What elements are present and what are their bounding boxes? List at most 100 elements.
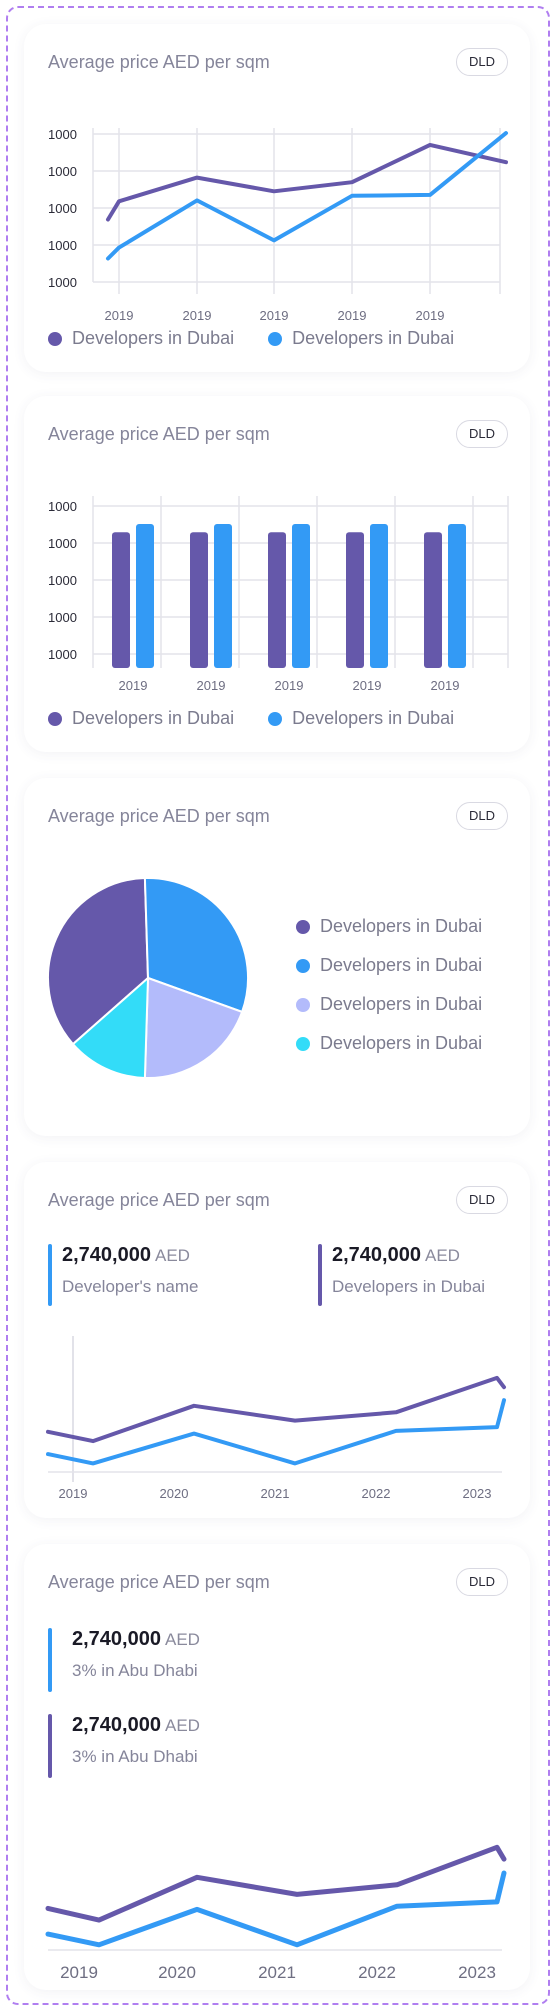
legend-label: Developers in Dubai bbox=[292, 708, 455, 728]
legend-dot bbox=[296, 1036, 310, 1051]
card-title: Average price AED per sqm bbox=[48, 1572, 270, 1592]
legend-item: Developers in Dubai bbox=[296, 916, 482, 937]
bar bbox=[292, 524, 310, 668]
dld-badge[interactable]: DLD bbox=[455, 802, 508, 830]
stat-value: 2,740,000 bbox=[72, 1628, 161, 1650]
legend-item: Developers in Dubai bbox=[48, 708, 234, 729]
y-tick-label: 1000 bbox=[48, 164, 77, 179]
legend-dot bbox=[296, 919, 310, 934]
series-line bbox=[45, 1870, 507, 1948]
stat-block: 2,740,000 AED Developer's name bbox=[48, 1244, 199, 1306]
bar bbox=[214, 524, 232, 668]
stat-color-bar bbox=[48, 1244, 52, 1306]
card-title: Average price AED per sqm bbox=[48, 52, 270, 72]
x-tick-label: 2019 bbox=[431, 678, 460, 693]
dld-badge[interactable]: DLD bbox=[455, 420, 508, 448]
stat-color-bar bbox=[318, 1244, 322, 1306]
x-tick-label: 2019 bbox=[197, 678, 226, 693]
pie-slice bbox=[143, 876, 250, 1014]
pie-slice bbox=[71, 975, 150, 1080]
legend-item: Developers in Dubai bbox=[296, 994, 482, 1015]
legend-dot bbox=[296, 997, 310, 1012]
pie-chart bbox=[46, 876, 250, 1080]
y-tick-label: 1000 bbox=[48, 499, 77, 514]
y-tick-label: 1000 bbox=[48, 647, 77, 662]
stat-value: 2,740,000 bbox=[72, 1714, 161, 1736]
stat-color-bar bbox=[48, 1628, 52, 1692]
stat-value: 2,740,000 bbox=[62, 1244, 151, 1266]
stat-block: 2,740,000 AED 3% in Abu Dhabi bbox=[48, 1714, 200, 1778]
y-tick-label: 1000 bbox=[48, 275, 77, 290]
stat-block: 2,740,000 AED Developers in Dubai bbox=[318, 1244, 486, 1306]
bar bbox=[190, 532, 208, 668]
y-tick-label: 1000 bbox=[48, 201, 77, 216]
x-tick-label: 2019 bbox=[105, 308, 134, 323]
x-tick-label: 2019 bbox=[260, 308, 289, 323]
legend-label: Developers in Dubai bbox=[72, 328, 235, 348]
stats-line-card: Average price AED per sqm DLD 2,740,000 A… bbox=[24, 1162, 530, 1518]
stat-label: Developer's name bbox=[62, 1277, 199, 1296]
y-tick-label: 1000 bbox=[48, 238, 77, 253]
stat-label: 3% in Abu Dhabi bbox=[72, 1747, 198, 1766]
legend-label: Developers in Dubai bbox=[72, 708, 235, 728]
legend-item: Developers in Dubai bbox=[296, 955, 482, 976]
bar bbox=[424, 532, 442, 668]
legend-dot bbox=[268, 331, 283, 346]
x-tick-label: 2019 bbox=[59, 1486, 88, 1501]
legend-dot bbox=[296, 958, 310, 973]
pie-legend: Developers in Dubai Developers in Dubai … bbox=[296, 916, 482, 1072]
bar bbox=[136, 524, 154, 668]
chart-legend: Developers in Dubai Developers in Dubai bbox=[48, 708, 454, 729]
stat-unit: AED bbox=[164, 1716, 200, 1735]
stat-unit: AED bbox=[164, 1630, 200, 1649]
x-tick-label: 2019 bbox=[353, 678, 382, 693]
legend-label: Developers in Dubai bbox=[320, 916, 483, 936]
stat-unit: AED bbox=[424, 1246, 460, 1265]
dld-badge[interactable]: DLD bbox=[455, 1186, 508, 1214]
pie-slice bbox=[46, 876, 150, 1046]
series-line bbox=[106, 142, 508, 222]
legend-label: Developers in Dubai bbox=[320, 955, 483, 975]
series-line bbox=[45, 1844, 507, 1923]
stat-block: 2,740,000 AED 3% in Abu Dhabi bbox=[48, 1628, 200, 1692]
legend-dot bbox=[48, 711, 62, 726]
dld-badge[interactable]: DLD bbox=[455, 48, 508, 76]
legend-dot bbox=[268, 711, 283, 726]
bar-chart: 1000 1000 1000 1000 1000 2019 2019 2019 2019 2019 bbox=[48, 496, 509, 693]
stat-color-bar bbox=[48, 1714, 52, 1778]
x-tick-label: 2019 bbox=[338, 308, 367, 323]
legend-label: Developers in Dubai bbox=[292, 328, 455, 348]
pie-chart-card: Average price AED per sqm DLD Developers… bbox=[24, 778, 530, 1136]
x-tick-label: 2019 bbox=[416, 308, 445, 323]
stat-label: 3% in Abu Dhabi bbox=[72, 1661, 198, 1680]
bar bbox=[112, 532, 130, 668]
series-line bbox=[46, 1375, 506, 1444]
x-tick-label: 2021 bbox=[261, 1486, 290, 1501]
bar bbox=[346, 532, 364, 668]
dld-badge[interactable]: DLD bbox=[455, 1568, 508, 1596]
x-tick-label: 2019 bbox=[60, 1963, 98, 1982]
legend-label: Developers in Dubai bbox=[320, 994, 483, 1014]
x-tick-label: 2022 bbox=[362, 1486, 391, 1501]
y-tick-label: 1000 bbox=[48, 127, 77, 142]
x-tick-label: 2020 bbox=[158, 1963, 196, 1982]
stat-label: Developers in Dubai bbox=[332, 1277, 486, 1296]
x-tick-label: 2023 bbox=[458, 1963, 496, 1982]
bar bbox=[448, 524, 466, 668]
legend-dot bbox=[48, 331, 62, 346]
line-chart-card: Average price AED per sqm DLD 1000 1000 10… bbox=[24, 24, 530, 372]
x-tick-label: 2021 bbox=[258, 1963, 296, 1982]
series-line bbox=[106, 131, 508, 261]
line-chart: 2019 2020 2021 2022 2023 bbox=[46, 1336, 506, 1501]
stat-unit: AED bbox=[154, 1246, 190, 1265]
stats-line-card: Average price AED per sqm DLD 2,740,000 A… bbox=[24, 1544, 530, 1990]
x-tick-label: 2019 bbox=[183, 308, 212, 323]
card-title: Average price AED per sqm bbox=[48, 1190, 270, 1210]
line-chart: 1000 1000 1000 1000 1000 2019 2019 2019 2019 2019 bbox=[48, 127, 508, 323]
page-frame bbox=[6, 6, 550, 2005]
legend-item: Developers in Dubai bbox=[296, 1033, 482, 1054]
y-tick-label: 1000 bbox=[48, 610, 77, 625]
chart-legend: Developers in Dubai Developers in Dubai bbox=[48, 328, 454, 349]
y-tick-label: 1000 bbox=[48, 536, 77, 551]
bar bbox=[268, 532, 286, 668]
